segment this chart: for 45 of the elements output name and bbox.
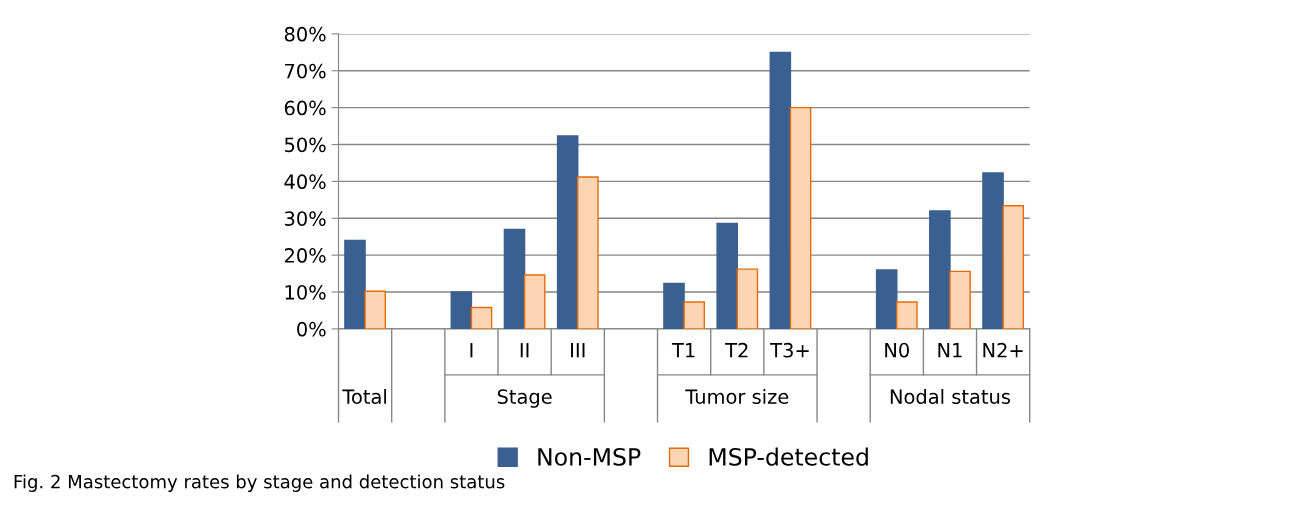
bar — [344, 239, 366, 329]
bar — [683, 301, 706, 329]
text: Nodal status — [890, 388, 1011, 405]
bar — [503, 228, 526, 329]
y-tick-label: 0% — [297, 321, 326, 337]
x-tick-label: T1 — [671, 343, 695, 358]
x-tick-label: N1 — [938, 343, 962, 358]
text: Tumor size — [685, 388, 789, 405]
bar — [736, 268, 759, 329]
legend-label: MSP-detected — [709, 447, 868, 466]
bar — [577, 176, 599, 329]
bar — [769, 51, 792, 329]
x-tick-label: N0 — [885, 342, 909, 358]
y-tick-label: 70% — [285, 63, 326, 79]
bar — [450, 291, 473, 329]
y-tick-label: 50% — [284, 137, 326, 153]
x-tick-label: III — [571, 343, 585, 358]
bar — [1002, 205, 1025, 329]
x-tick-label: T2 — [725, 342, 748, 358]
y-tick-label: 80% — [284, 26, 326, 42]
y-tick-label: 10% — [285, 284, 326, 300]
text: Stage — [497, 389, 552, 408]
y-tick-label: 40% — [284, 174, 326, 190]
bar — [556, 135, 579, 329]
y-tick-label: 30% — [284, 211, 326, 226]
x-tick-label: N2+ — [983, 342, 1023, 358]
bar — [982, 172, 1004, 329]
x-tick-label: T3+ — [770, 342, 809, 358]
bar — [470, 306, 493, 329]
bar — [929, 210, 951, 329]
y-tick-label: 20% — [284, 248, 326, 263]
bar — [716, 222, 738, 329]
bar — [523, 274, 546, 329]
x-tick-label: II — [520, 343, 529, 358]
text: Total — [342, 388, 386, 405]
legend-label: Non-MSP — [538, 447, 641, 466]
bar — [875, 269, 898, 329]
bar — [663, 282, 685, 329]
text: Fig. 2 Mastectomy rates by stage and detection status — [14, 474, 505, 492]
bar — [364, 290, 386, 329]
x-tick-label: I — [470, 343, 473, 358]
y-tick-label: 60% — [284, 100, 326, 116]
bar — [949, 270, 971, 329]
bar — [789, 106, 812, 329]
bar — [896, 301, 918, 329]
